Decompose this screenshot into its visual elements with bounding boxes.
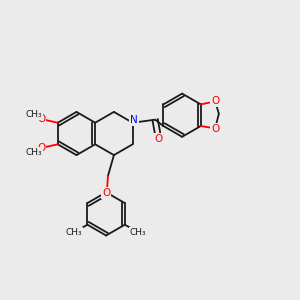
Text: O: O bbox=[212, 96, 220, 106]
Text: CH₃: CH₃ bbox=[25, 110, 42, 119]
Text: O: O bbox=[102, 188, 110, 198]
Text: O: O bbox=[37, 114, 45, 124]
Text: O: O bbox=[37, 143, 45, 153]
Text: O: O bbox=[154, 134, 163, 144]
Text: O: O bbox=[212, 124, 220, 134]
Text: N: N bbox=[130, 115, 138, 125]
Text: CH₃: CH₃ bbox=[25, 148, 42, 157]
Text: CH₃: CH₃ bbox=[130, 228, 146, 237]
Text: CH₃: CH₃ bbox=[66, 228, 82, 237]
